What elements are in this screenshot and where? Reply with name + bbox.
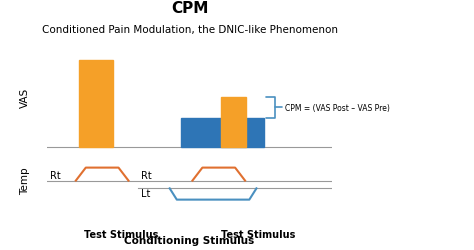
Text: Rt: Rt	[141, 171, 152, 181]
Text: Conditioning Stimulus: Conditioning Stimulus	[125, 235, 255, 245]
Bar	[221, 98, 246, 148]
Text: CPM: CPM	[171, 1, 208, 16]
Bar	[79, 61, 113, 148]
Text: Temp: Temp	[19, 167, 30, 194]
Text: Test Stimulus: Test Stimulus	[84, 229, 158, 239]
Text: Test Stimulus: Test Stimulus	[221, 229, 295, 239]
Text: Rt: Rt	[50, 171, 61, 181]
Text: VAS: VAS	[19, 88, 30, 108]
Bar	[181, 118, 264, 148]
Text: Lt: Lt	[141, 188, 151, 198]
Text: Conditioned Pain Modulation, the DNIC-like Phenomenon: Conditioned Pain Modulation, the DNIC-li…	[42, 25, 337, 35]
Text: CPM = (VAS Post – VAS Pre): CPM = (VAS Post – VAS Pre)	[285, 104, 390, 112]
